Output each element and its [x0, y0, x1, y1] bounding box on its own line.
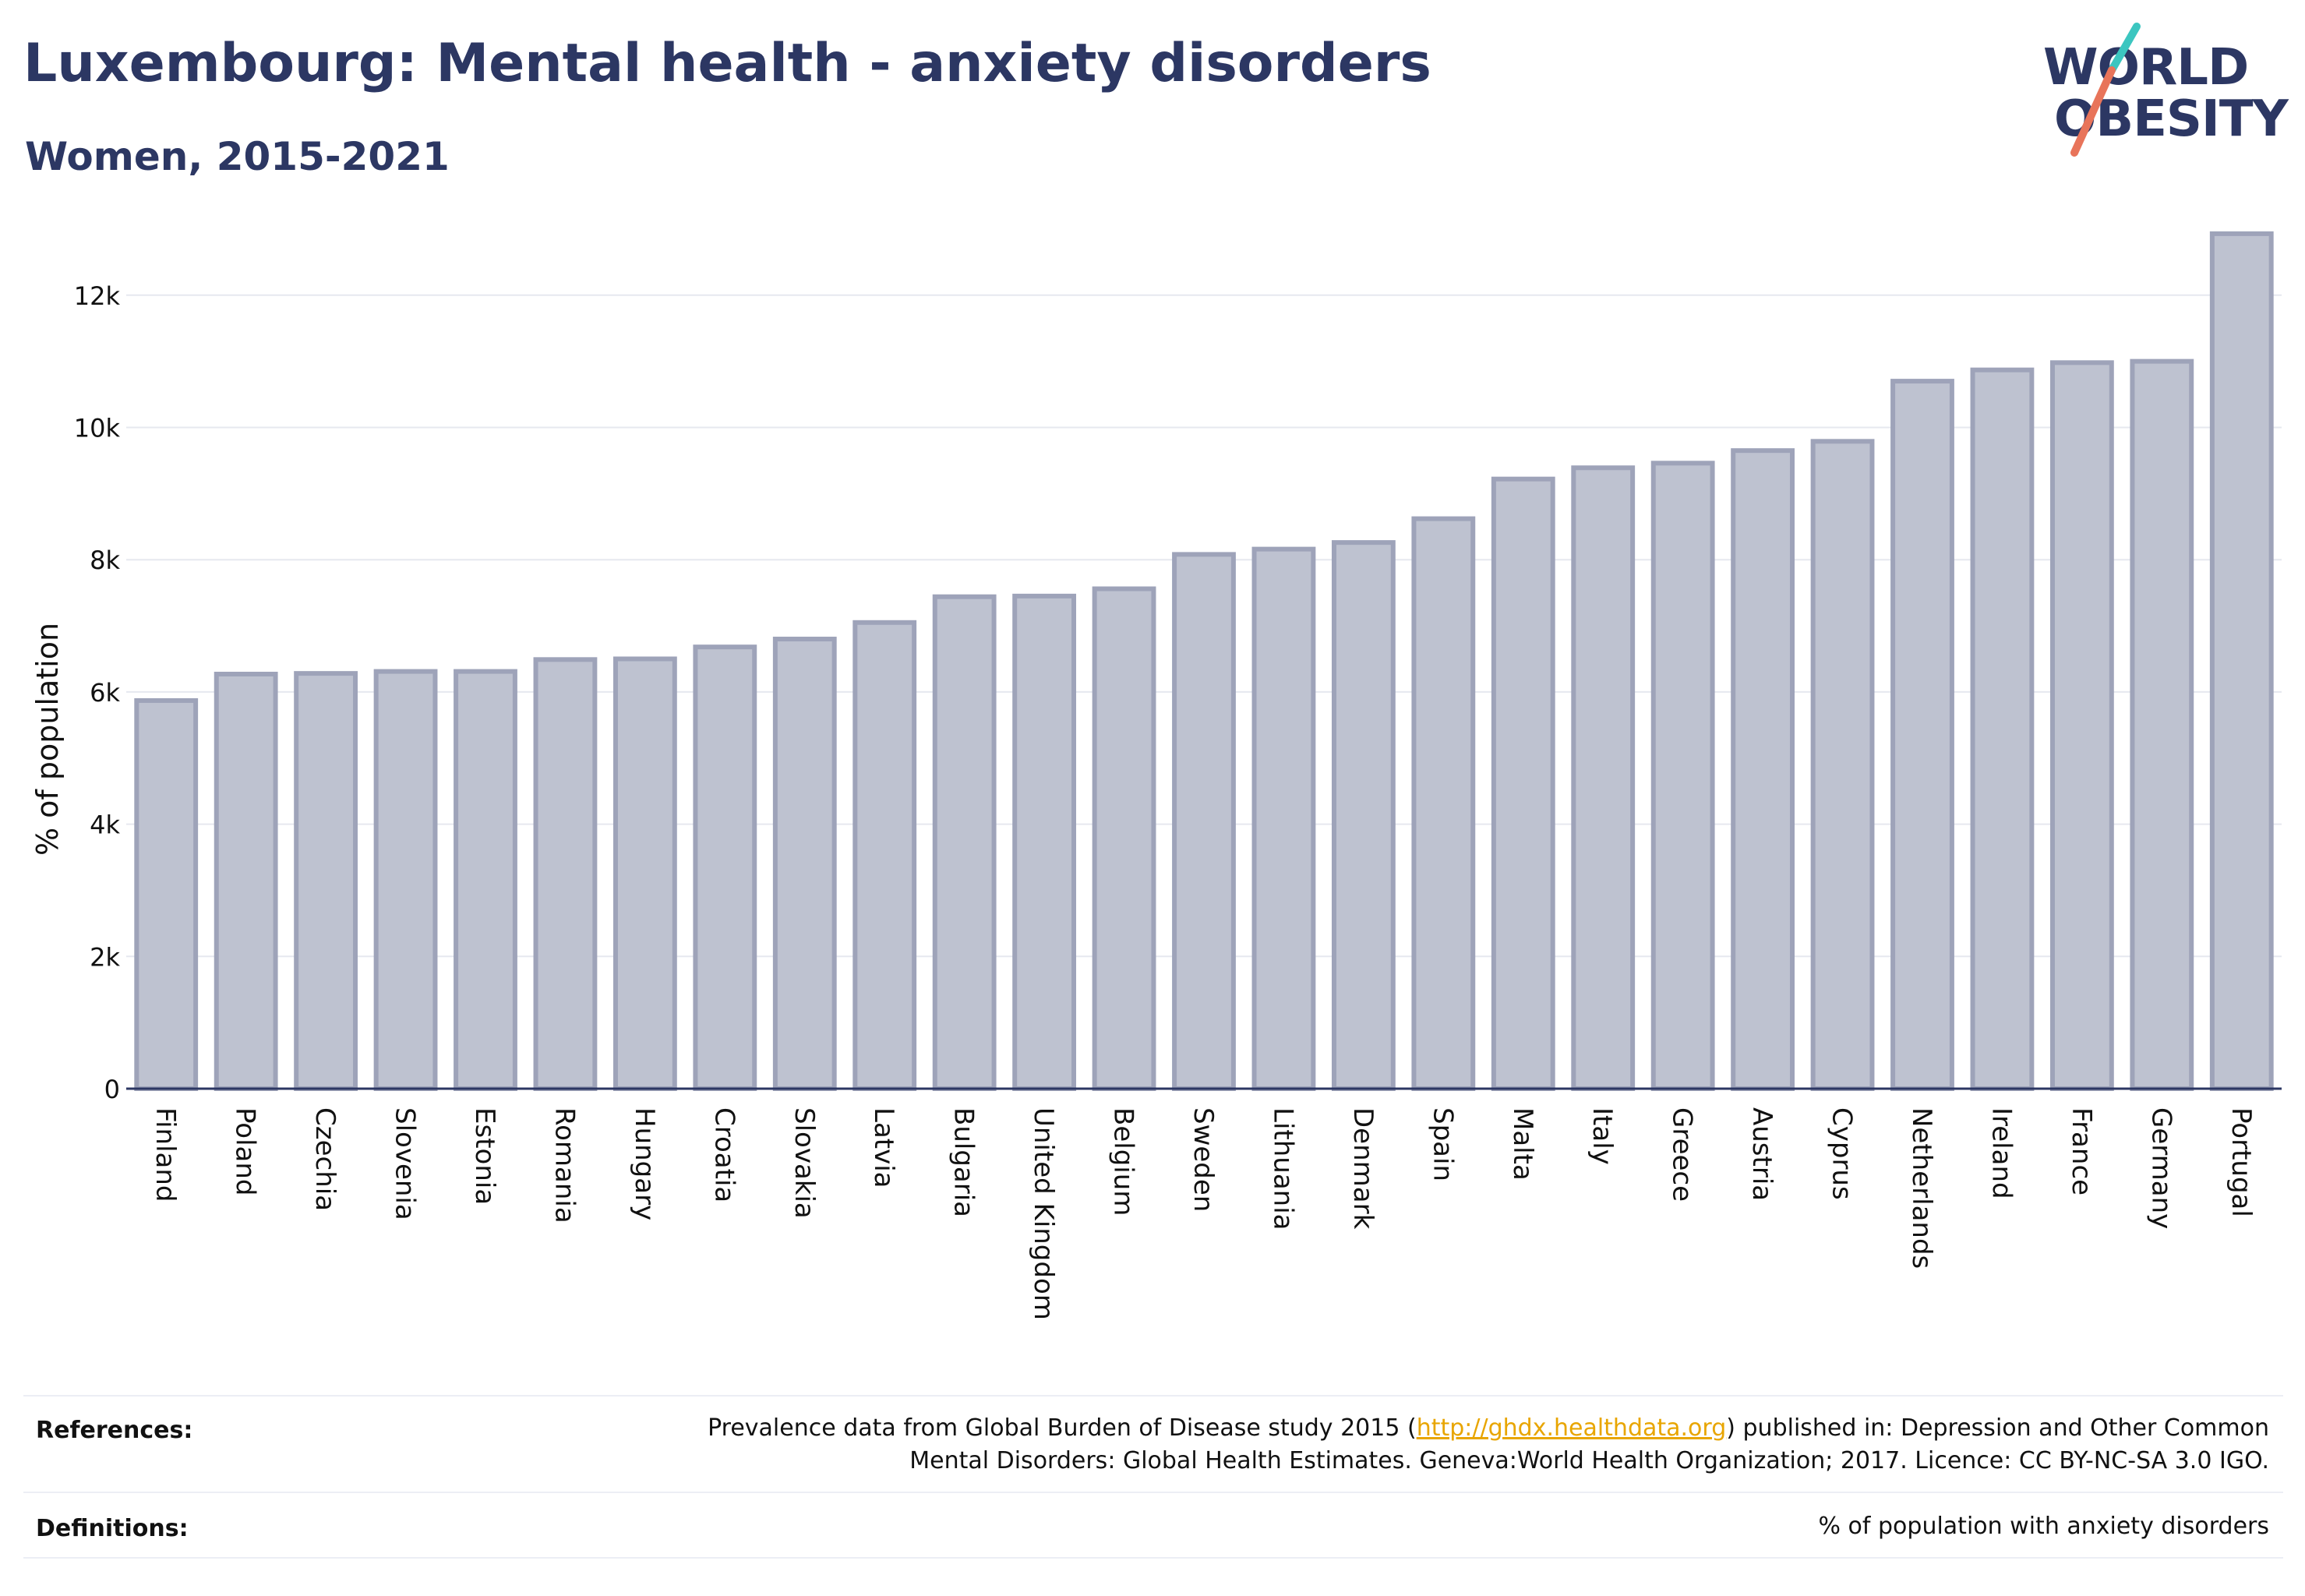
references-text-before-link: Prevalence data from Global Burden of Di…	[708, 1414, 1417, 1442]
bar-croatia	[693, 644, 757, 1091]
references-text: Prevalence data from Global Burden of Di…	[399, 1412, 2269, 1478]
y-tick-label: 10k	[74, 413, 121, 443]
x-tick-label: Croatia	[708, 1107, 740, 1202]
bar-chart: 0 2k 4k 6k 8k 10k 12k % of population Finland Pol…	[30, 231, 2282, 1320]
x-tick-label: Greece	[1667, 1107, 1698, 1202]
footer-divider-middle	[23, 1492, 2283, 1493]
x-tick-label: Spain	[1427, 1107, 1458, 1181]
x-tick-label: Estonia	[469, 1107, 500, 1205]
x-tick-label: Belgium	[1108, 1107, 1139, 1216]
bar-czechia	[294, 671, 358, 1091]
y-tick-label: 2k	[90, 942, 120, 972]
references-line1: Prevalence data from Global Burden of Di…	[399, 1412, 2269, 1445]
logo-slash-icon	[2070, 23, 2141, 157]
x-tick-label: Italy	[1587, 1107, 1618, 1165]
footer-divider-bottom	[23, 1557, 2283, 1559]
bar-denmark	[1331, 540, 1396, 1091]
bar-hungary	[612, 656, 677, 1091]
y-tick-label: 6k	[90, 678, 120, 708]
bar-estonia	[454, 669, 517, 1091]
bar-malta	[1491, 476, 1555, 1091]
x-tick-label: Slovakia	[789, 1107, 820, 1219]
y-tick-label: 4k	[90, 810, 120, 840]
y-tick-label: 8k	[90, 546, 120, 575]
x-tick-label: Slovenia	[390, 1107, 421, 1220]
x-tick-label: Ireland	[1986, 1107, 2017, 1199]
references-label: References:	[36, 1417, 193, 1444]
bar-greece	[1650, 461, 1715, 1091]
bar-lithuania	[1251, 546, 1316, 1091]
bar-netherlands	[1890, 379, 1954, 1092]
x-tick-label: Czechia	[309, 1107, 341, 1211]
chart-title: Luxembourg: Mental health - anxiety diso…	[23, 33, 1431, 94]
bar-sweden	[1172, 552, 1236, 1091]
bar-cyprus	[1810, 439, 1875, 1091]
x-tick-label: Romania	[549, 1107, 580, 1223]
x-tick-label: Netherlands	[1906, 1107, 1937, 1269]
x-tick-label: Portugal	[2226, 1107, 2257, 1217]
bar-poland	[214, 671, 278, 1091]
x-tick-label: Malta	[1507, 1107, 1538, 1181]
bar-slovenia	[373, 669, 438, 1091]
y-axis-title: % of population	[30, 623, 65, 856]
bar-united-kingdom	[1012, 593, 1077, 1091]
y-tick-label: 12k	[74, 281, 121, 311]
definitions-label: Definitions:	[36, 1515, 189, 1542]
bar-ireland	[1970, 367, 2035, 1092]
bar-france	[2049, 360, 2114, 1091]
x-tick-label: Finland	[150, 1107, 181, 1202]
bar-italy	[1571, 465, 1636, 1091]
definitions-text: % of population with anxiety disorders	[1818, 1513, 2269, 1540]
x-tick-label: Sweden	[1188, 1107, 1219, 1212]
bar-spain	[1411, 516, 1476, 1091]
references-line2: Mental Disorders: Global Health Estimate…	[909, 1447, 2269, 1474]
bar-belgium	[1092, 586, 1156, 1091]
bar-bulgaria	[932, 594, 997, 1091]
x-tick-label: United Kingdom	[1028, 1107, 1059, 1320]
chart-subtitle: Women, 2015-2021	[25, 134, 450, 179]
footer-divider-top	[23, 1395, 2283, 1396]
references-text-after-link: ) published in: Depression and Other Com…	[1726, 1414, 2269, 1442]
bar-portugal	[2209, 231, 2274, 1091]
x-tick-label: Latvia	[868, 1107, 899, 1188]
x-tick-label: Cyprus	[1827, 1107, 1858, 1200]
logo-text-line1: WORLD	[2043, 39, 2249, 97]
bar-germany	[2130, 358, 2194, 1091]
world-obesity-logo: WORLD OBESITY	[2034, 22, 2291, 162]
x-tick-label: Denmark	[1347, 1107, 1378, 1230]
x-tick-label: Austria	[1746, 1107, 1777, 1201]
bar-latvia	[852, 620, 917, 1091]
x-tick-label: Germany	[2145, 1107, 2176, 1229]
y-tick-label: 0	[104, 1075, 120, 1104]
bar-romania	[533, 657, 598, 1091]
logo-slash-bottom	[2070, 66, 2116, 157]
logo-slash-top	[2108, 23, 2141, 74]
x-tick-label: Hungary	[629, 1107, 660, 1220]
x-tick-label: Poland	[230, 1107, 261, 1196]
x-tick-label: Lithuania	[1267, 1107, 1298, 1230]
references-link[interactable]: http://ghdx.healthdata.org	[1416, 1414, 1727, 1442]
x-tick-label: Bulgaria	[948, 1107, 980, 1217]
bar-slovakia	[772, 637, 837, 1091]
bar-finland	[134, 697, 199, 1092]
x-tick-label: France	[2066, 1107, 2097, 1195]
bar-austria	[1731, 448, 1795, 1091]
